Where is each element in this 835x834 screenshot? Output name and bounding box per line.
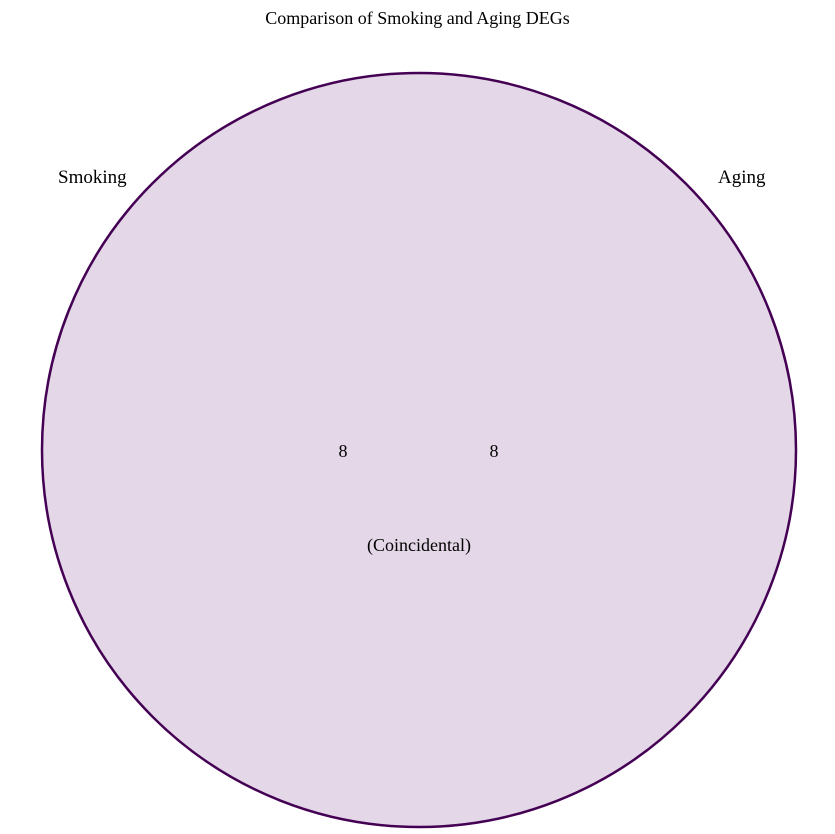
set-label-aging: Aging [718, 167, 766, 188]
set-label-smoking: Smoking [58, 167, 127, 188]
count-aging: 8 [489, 441, 499, 461]
count-smoking: 8 [338, 441, 348, 461]
set-circle-coincident [40, 71, 798, 829]
diagram-title: Comparison of Smoking and Aging DEGs [265, 8, 570, 28]
coincidental-note: (Coincidental) [367, 535, 471, 555]
